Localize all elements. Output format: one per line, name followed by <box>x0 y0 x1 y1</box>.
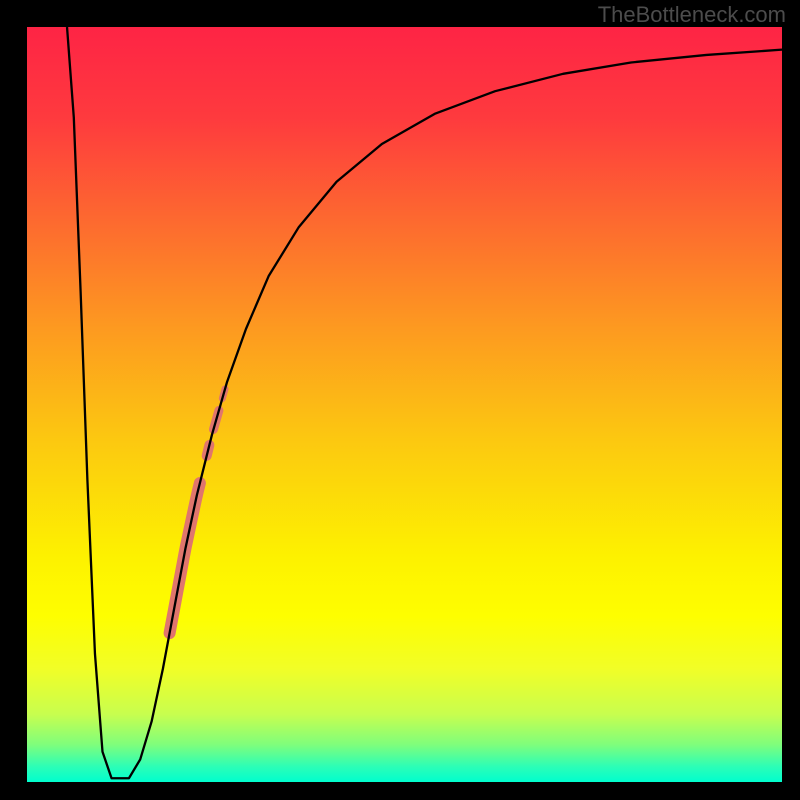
chart-svg <box>27 27 782 782</box>
chart-container: TheBottleneck.com <box>0 0 800 800</box>
watermark: TheBottleneck.com <box>598 2 786 28</box>
gradient-background <box>27 27 782 782</box>
plot-area <box>27 27 782 782</box>
